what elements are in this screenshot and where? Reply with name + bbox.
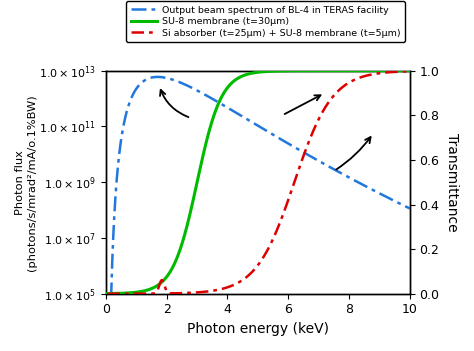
Legend: Output beam spectrum of BL-4 in TERAS facility, SU-8 membrane (t=30μm), Si absor: Output beam spectrum of BL-4 in TERAS fa…: [126, 1, 405, 42]
Y-axis label: Photon flux
(photons/s/mrad²/mA/o.1%BW): Photon flux (photons/s/mrad²/mA/o.1%BW): [15, 94, 36, 271]
X-axis label: Photon energy (keV): Photon energy (keV): [187, 322, 329, 336]
Y-axis label: Transmittance: Transmittance: [445, 133, 459, 232]
